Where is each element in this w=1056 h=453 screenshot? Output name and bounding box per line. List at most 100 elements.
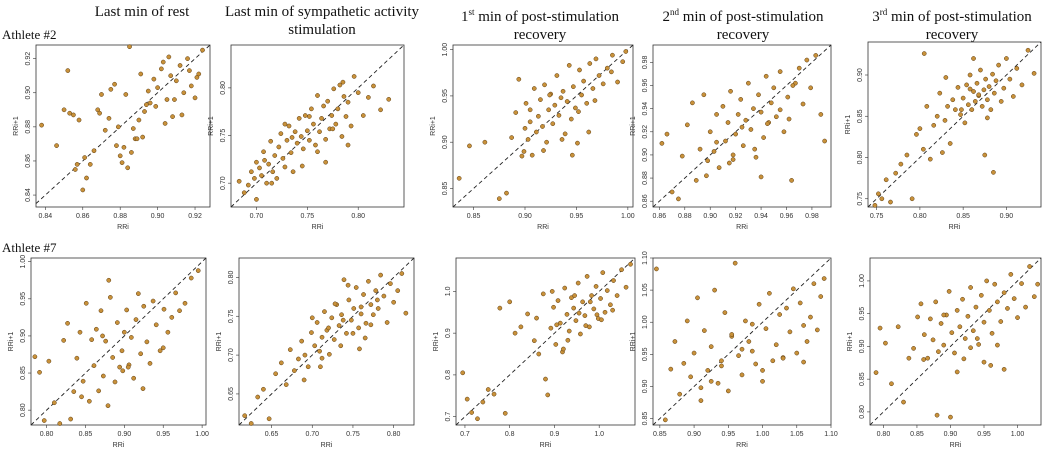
y-tick-label: 0.92 bbox=[642, 125, 649, 139]
data-point bbox=[801, 359, 806, 365]
data-point bbox=[888, 199, 893, 205]
data-point bbox=[309, 330, 314, 335]
y-tick-label: 0.95 bbox=[859, 307, 866, 321]
data-point bbox=[739, 346, 745, 352]
data-point bbox=[988, 363, 994, 368]
x-axis-label: RRi bbox=[537, 224, 549, 231]
data-point bbox=[796, 65, 802, 71]
y-tick-label: 0.90 bbox=[859, 339, 866, 353]
data-point bbox=[560, 88, 566, 94]
data-point bbox=[315, 93, 320, 98]
y-axis-label: RRi+1 bbox=[13, 116, 20, 136]
data-point bbox=[351, 306, 357, 311]
data-point bbox=[758, 109, 764, 115]
data-point bbox=[540, 291, 546, 297]
data-point bbox=[962, 120, 968, 126]
data-point bbox=[155, 85, 160, 90]
data-point bbox=[345, 99, 351, 105]
data-point bbox=[368, 302, 374, 307]
data-point bbox=[739, 124, 745, 130]
data-point bbox=[278, 360, 284, 366]
data-point bbox=[291, 368, 297, 373]
data-point bbox=[525, 311, 530, 317]
data-point bbox=[304, 128, 310, 134]
data-point bbox=[105, 403, 111, 409]
data-point bbox=[971, 89, 976, 94]
y-tick-label: 0.80 bbox=[859, 405, 866, 419]
y-tick-label: 0.94 bbox=[642, 102, 649, 116]
data-point bbox=[153, 104, 159, 109]
data-point bbox=[584, 100, 590, 106]
data-point bbox=[177, 63, 183, 68]
data-point bbox=[121, 144, 127, 150]
data-point bbox=[889, 381, 894, 387]
data-point bbox=[968, 285, 973, 290]
data-point bbox=[242, 413, 248, 419]
data-point bbox=[65, 320, 70, 326]
data-point bbox=[558, 95, 564, 101]
data-point bbox=[698, 385, 704, 391]
data-point bbox=[384, 320, 390, 325]
x-tick-label: 0.85 bbox=[467, 213, 481, 220]
data-point bbox=[981, 359, 987, 365]
x-tick-label: 0.75 bbox=[870, 213, 884, 220]
x-tick-label: 0.80 bbox=[877, 431, 891, 438]
data-point bbox=[144, 102, 149, 108]
data-point bbox=[604, 288, 610, 293]
data-point bbox=[973, 304, 979, 310]
data-point bbox=[142, 109, 147, 114]
data-point bbox=[575, 140, 580, 146]
data-point bbox=[315, 149, 320, 155]
x-tick-label: 0.95 bbox=[570, 213, 584, 220]
data-point bbox=[83, 300, 89, 306]
data-point bbox=[125, 364, 131, 370]
data-point bbox=[568, 116, 574, 122]
data-point bbox=[80, 187, 86, 193]
x-tick-label: 0.90 bbox=[118, 431, 132, 438]
data-point bbox=[760, 368, 765, 373]
data-point bbox=[714, 139, 719, 145]
data-point bbox=[740, 143, 746, 149]
data-point bbox=[739, 372, 745, 378]
data-point bbox=[743, 117, 749, 123]
x-tick-label: 0.8 bbox=[505, 431, 515, 438]
data-point bbox=[93, 326, 99, 332]
column-title-4: 2nd min of post-stimulation recovery bbox=[643, 3, 843, 44]
x-axis-label: RRi bbox=[117, 224, 129, 231]
data-point bbox=[751, 106, 756, 111]
data-point bbox=[331, 337, 337, 342]
data-point bbox=[786, 116, 792, 122]
data-point bbox=[67, 110, 73, 116]
data-point bbox=[99, 92, 104, 97]
y-tick-label: 0.8 bbox=[445, 370, 452, 380]
column-title-3-number: 1 bbox=[460, 9, 469, 25]
data-point bbox=[311, 121, 316, 127]
data-point bbox=[529, 152, 535, 158]
data-point bbox=[107, 294, 113, 300]
data-point bbox=[610, 52, 615, 58]
data-point bbox=[313, 142, 318, 148]
data-point bbox=[332, 301, 338, 307]
x-tick-label: 0.80 bbox=[40, 431, 54, 438]
data-point bbox=[974, 80, 980, 86]
data-point bbox=[286, 123, 292, 129]
data-point bbox=[518, 324, 524, 330]
data-point bbox=[341, 94, 347, 99]
data-point bbox=[278, 131, 284, 136]
data-point bbox=[153, 322, 159, 328]
data-point bbox=[705, 368, 711, 373]
data-point bbox=[995, 342, 1000, 348]
data-point bbox=[57, 421, 63, 426]
x-tick-label: 1.00 bbox=[756, 431, 770, 438]
scatter-panel-2: 0.70 0.75 0.80 0.70 0.75 0.80 RRi RRi+1 bbox=[208, 44, 405, 231]
data-point bbox=[138, 71, 144, 77]
data-point bbox=[480, 399, 486, 405]
data-point bbox=[87, 162, 93, 167]
data-point bbox=[909, 196, 915, 202]
data-point bbox=[969, 107, 975, 113]
data-point bbox=[395, 288, 401, 293]
data-point bbox=[684, 122, 690, 128]
data-point bbox=[985, 97, 990, 103]
y-tick-label: 0.9 bbox=[445, 328, 452, 338]
data-point bbox=[921, 332, 927, 337]
